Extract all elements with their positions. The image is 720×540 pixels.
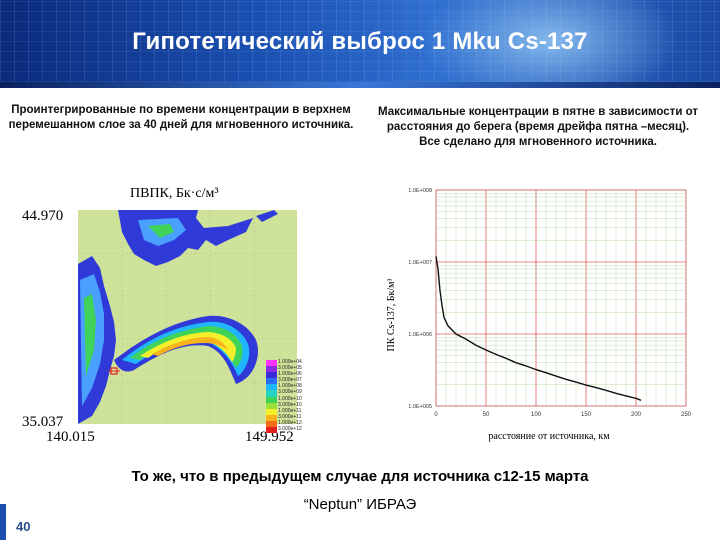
legend-entry: 1.000e+12 (266, 420, 302, 428)
map-lat-top: 44.970 (22, 208, 64, 224)
slide-title: Гипотетический выброс 1 Mku Cs-137 (132, 28, 588, 55)
legend-entry: 3.000e+09 (266, 389, 302, 397)
chart-x-tick-label: 0 (434, 412, 438, 418)
plume-orange (152, 337, 228, 356)
chart-x-tick-label: 50 (483, 412, 490, 418)
map-lon-left: 140.015 (46, 429, 95, 445)
legend-swatch (266, 427, 277, 434)
chart-plot-area (435, 189, 687, 407)
chart-x-tick-label: 100 (531, 412, 542, 418)
legend-entry: 3.000e+07 (266, 377, 302, 385)
legend-label: 1.000e+08 (278, 383, 302, 390)
map-graphic (78, 210, 297, 424)
legend-label: 1.000e+12 (278, 419, 302, 426)
legend-swatch (266, 390, 277, 397)
legend-label: 1.000e+11 (278, 407, 302, 414)
legend-label: 1.000e+06 (278, 371, 302, 378)
legend-entry: 3.000e+11 (266, 414, 301, 421)
chart-x-tick-label: 200 (631, 412, 642, 418)
legend-swatch (266, 420, 277, 428)
legend-label: 1.000e+10 (278, 395, 302, 402)
right-caption: Максимальные концентрации в пятне в зави… (378, 106, 698, 148)
map-legend: 1.000e+04 3.000e+05 1.000e+06 3.000e+07 1.00… (266, 359, 302, 434)
chart-y-tick-label: 1.0E+007 (408, 260, 432, 266)
legend-entry: 3.000e+10 (266, 402, 302, 409)
legend-swatch (266, 360, 277, 367)
map-title: ПВПК, Бк·с/м³ (130, 186, 219, 201)
map-lat-bottom: 35.037 (22, 414, 64, 430)
land-hokkaido (118, 210, 253, 266)
footer-note: То же, что в предыдущем случае для источ… (131, 468, 589, 485)
legend-swatch (266, 366, 277, 373)
header-glow (420, 0, 680, 82)
left-caption: Проинтегрированные по времени концентрац… (8, 104, 354, 131)
legend-swatch (266, 402, 277, 409)
max-concentration-chart: ПК Cs-137, Бк/м³ расстояние от источника… (386, 188, 692, 442)
legend-entry: 3.000e+05 (266, 365, 302, 373)
chart-y-tick-label: 1.0E+008 (408, 188, 432, 194)
chart-y-tick-label: 1.0E+006 (408, 332, 432, 338)
legend-entry: 1.000e+10 (266, 396, 302, 403)
legend-swatch (266, 384, 277, 391)
chart-series-line (435, 256, 642, 401)
chart-x-label: расстояние от источника, км (488, 431, 610, 442)
map-lon-right: 149.952 (245, 429, 294, 445)
footer-credit: “Neptun” ИБРАЭ (303, 496, 417, 513)
slide-number-accent (0, 504, 6, 540)
legend-label: 3.000e+07 (278, 377, 302, 384)
legend-entry: 1.000e+11 (266, 408, 301, 415)
legend-label: 1.000e+04 (278, 359, 302, 365)
legend-label: 3.000e+09 (278, 389, 302, 396)
legend-entry: 1.000e+08 (266, 383, 302, 391)
legend-entry: 1.000e+04 (266, 359, 302, 367)
legend-label: 3.000e+12 (278, 426, 302, 433)
land-kuril (256, 210, 278, 222)
legend-swatch (266, 408, 277, 415)
legend-entry: 1.000e+06 (266, 371, 302, 379)
title-underline (0, 82, 720, 88)
legend-swatch (266, 414, 277, 421)
legend-entry: 3.000e+12 (266, 426, 302, 434)
chart-x-tick-label: 250 (681, 412, 692, 418)
concentration-map (78, 210, 297, 424)
chart-y-label: ПК Cs-137, Бк/м³ (386, 279, 397, 352)
chart-y-tick-label: 1.0E+005 (408, 404, 432, 410)
slide-header: Гипотетический выброс 1 Mku Cs-137 (0, 0, 720, 82)
legend-label: 3.000e+10 (278, 401, 302, 408)
slide-number: 40 (16, 519, 31, 534)
legend-label: 3.000e+05 (278, 365, 302, 372)
chart-x-tick-label: 150 (581, 412, 592, 418)
legend-swatch (266, 378, 277, 385)
legend-swatch (266, 396, 277, 403)
legend-swatch (266, 372, 277, 379)
legend-label: 3.000e+11 (278, 413, 302, 420)
